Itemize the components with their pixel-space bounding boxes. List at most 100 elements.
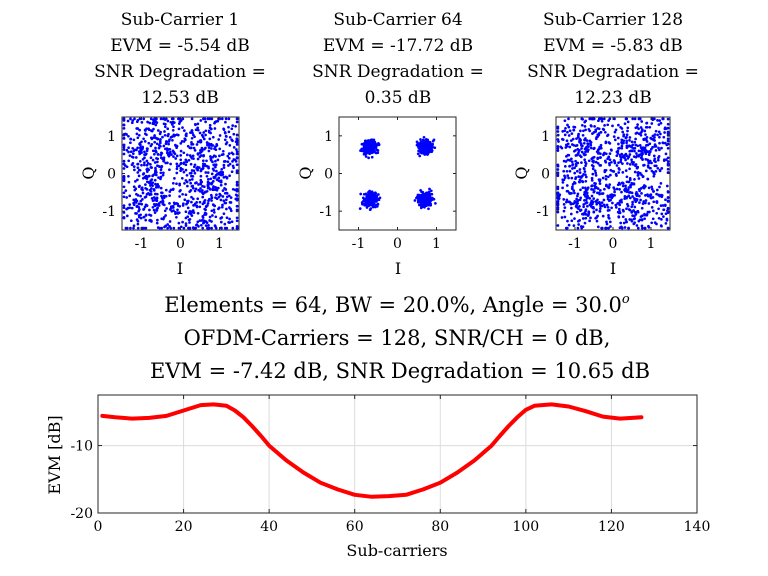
scatter-point bbox=[125, 214, 129, 218]
scatter-point bbox=[223, 130, 227, 134]
scatter-point bbox=[644, 194, 647, 197]
scatter-point bbox=[658, 194, 661, 198]
scatter-point bbox=[644, 169, 648, 173]
scatter-point bbox=[222, 176, 226, 179]
summary-title-line-2: OFDM-Carriers = 128, SNR/CH = 0 dB, bbox=[184, 326, 611, 350]
scatter-point bbox=[597, 201, 600, 205]
scatter-point bbox=[575, 210, 579, 214]
scatter-point bbox=[616, 202, 619, 205]
scatter-point bbox=[562, 169, 566, 173]
scatter-point bbox=[665, 218, 669, 222]
scatter-point bbox=[598, 156, 602, 159]
scatter-point bbox=[186, 184, 189, 188]
scatter-point bbox=[154, 136, 157, 140]
scatter-point bbox=[157, 165, 161, 168]
scatter-point bbox=[216, 119, 220, 123]
scatter-point bbox=[127, 174, 130, 178]
scatter-point bbox=[654, 160, 657, 164]
scatter-point bbox=[635, 191, 638, 194]
scatter-point bbox=[562, 159, 566, 163]
scatter-point bbox=[235, 152, 239, 156]
scatter-point bbox=[425, 203, 429, 207]
scatter-point bbox=[631, 195, 634, 198]
scatter-point bbox=[155, 184, 159, 187]
scatter-point bbox=[135, 127, 139, 130]
scatter-point bbox=[369, 192, 373, 195]
scatter-point bbox=[369, 199, 372, 203]
scatter-point bbox=[176, 208, 179, 212]
scatter-point bbox=[620, 200, 623, 204]
scatter-point bbox=[630, 140, 634, 144]
scatter-point bbox=[124, 189, 128, 192]
scatter-point bbox=[571, 167, 574, 170]
scatter-point bbox=[162, 159, 165, 163]
scatter-point bbox=[168, 220, 172, 223]
scatter-point bbox=[569, 139, 573, 142]
scatter-point bbox=[190, 200, 193, 204]
scatter-point bbox=[215, 186, 219, 190]
scatter-point bbox=[569, 212, 573, 216]
scatter-point bbox=[561, 138, 565, 141]
scatter-point bbox=[423, 147, 427, 151]
panel-1-title-line-1: Sub-Carrier 1 bbox=[121, 10, 239, 30]
degree-superscript: o bbox=[622, 292, 630, 307]
scatter-point bbox=[148, 208, 151, 212]
scatter-point bbox=[661, 141, 665, 145]
scatter-point bbox=[178, 182, 182, 186]
evm-line-panel: Elements = 64, BW = 20.0%, Angle = 30.0o… bbox=[45, 292, 710, 560]
scatter-point bbox=[373, 142, 377, 145]
x-tick-label: 140 bbox=[684, 519, 711, 535]
scatter-point bbox=[164, 140, 168, 143]
scatter-point bbox=[175, 171, 179, 175]
scatter-point bbox=[636, 209, 640, 213]
scatter-point bbox=[196, 152, 200, 156]
scatter-point bbox=[235, 216, 239, 220]
scatter-point bbox=[638, 201, 641, 204]
scatter-point bbox=[143, 161, 146, 165]
scatter-point bbox=[624, 184, 627, 188]
scatter-point bbox=[566, 219, 569, 223]
scatter-point bbox=[660, 212, 664, 216]
scatter-point bbox=[152, 208, 156, 212]
scatter-point bbox=[235, 224, 239, 228]
scatter-point bbox=[191, 131, 194, 135]
scatter-point bbox=[649, 196, 653, 199]
scatter-point bbox=[584, 195, 587, 198]
scatter-point bbox=[623, 195, 627, 198]
scatter-point bbox=[617, 123, 620, 127]
scatter-point bbox=[206, 204, 209, 207]
scatter-point bbox=[183, 198, 187, 202]
scatter-point bbox=[222, 163, 226, 167]
scatter-point bbox=[150, 129, 154, 133]
scatter-point bbox=[619, 221, 623, 225]
scatter-point bbox=[611, 124, 614, 128]
scatter-point bbox=[223, 186, 226, 190]
scatter-point bbox=[619, 156, 623, 159]
scatter-point bbox=[610, 149, 613, 152]
scatter-point bbox=[122, 216, 126, 220]
scatter-point bbox=[182, 226, 186, 230]
scatter-point bbox=[592, 190, 596, 194]
scatter-point bbox=[612, 186, 616, 189]
scatter-point bbox=[231, 139, 234, 143]
scatter-point bbox=[562, 178, 566, 182]
scatter-point bbox=[188, 178, 192, 182]
scatter-point bbox=[624, 136, 628, 140]
scatter-point bbox=[161, 173, 165, 177]
scatter-point bbox=[201, 202, 205, 206]
scatter-point bbox=[203, 163, 207, 166]
scatter-point bbox=[219, 171, 223, 174]
scatter-point bbox=[192, 204, 195, 207]
scatter-point bbox=[140, 149, 143, 152]
x-tick-label: -1 bbox=[568, 236, 582, 252]
scatter-point bbox=[565, 139, 569, 143]
scatter-point bbox=[625, 154, 628, 158]
scatter-point bbox=[596, 127, 600, 130]
scatter-point bbox=[421, 200, 424, 204]
scatter-point bbox=[370, 155, 374, 159]
x-tick-label: 1 bbox=[215, 236, 224, 252]
scatter-point bbox=[612, 135, 616, 138]
scatter-point bbox=[640, 192, 643, 195]
scatter-point bbox=[645, 144, 648, 147]
scatter-point bbox=[662, 158, 666, 162]
